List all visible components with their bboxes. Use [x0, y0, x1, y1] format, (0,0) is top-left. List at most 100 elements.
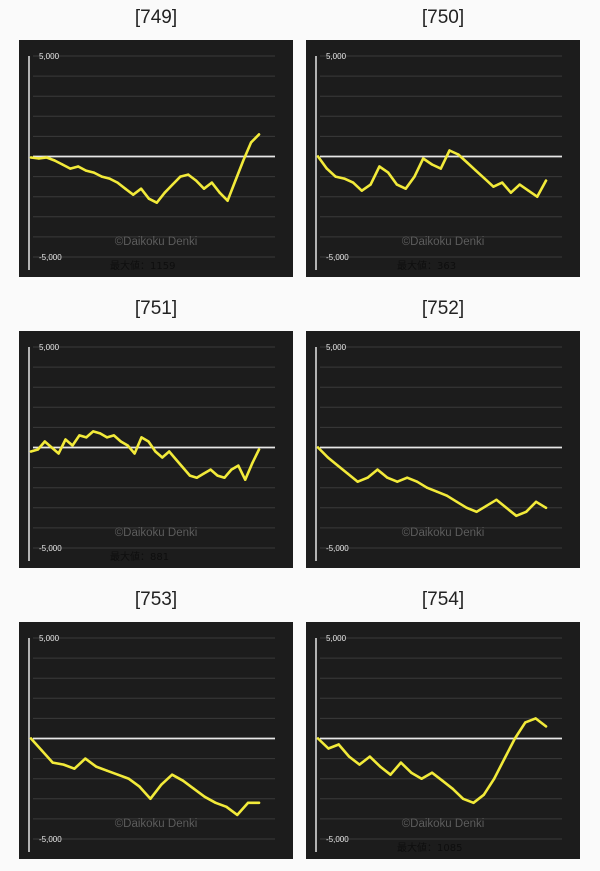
series-point [149, 797, 152, 800]
series-point [482, 793, 485, 796]
series-line [29, 737, 261, 817]
series-point [356, 480, 359, 483]
series-point [71, 444, 74, 447]
series-point [389, 773, 392, 776]
series-point [347, 755, 351, 758]
series-point [85, 436, 88, 439]
series-point [534, 500, 538, 503]
series-point [461, 797, 465, 800]
series-point [100, 175, 104, 178]
series-point [448, 149, 451, 152]
series-point [195, 476, 198, 479]
series-point [210, 181, 213, 184]
series-point [474, 169, 477, 172]
chart-title: [753] [134, 589, 178, 610]
series-point [439, 167, 442, 170]
series-point [369, 183, 372, 186]
watermark-text: ©Daikoku Denki [402, 236, 485, 248]
series-point [161, 456, 164, 459]
series-point [225, 805, 228, 808]
series-point [249, 141, 253, 144]
series-point [413, 175, 416, 178]
series-point [94, 765, 98, 768]
series-point [505, 506, 508, 509]
y-tick-label: -5,000 [326, 544, 349, 553]
series-line [29, 430, 261, 481]
series-point [234, 179, 237, 182]
watermark-text: ©Daikoku Denki [115, 236, 198, 248]
chart-title: [754] [421, 589, 465, 610]
max-value-label: 最大値：881 [110, 550, 169, 563]
series-line [316, 446, 548, 518]
chart-svg: 5,000 -5,000 ©Daikoku Denki [315, 343, 562, 561]
series-point [395, 183, 399, 186]
series-point [430, 163, 434, 166]
series-point [174, 458, 178, 461]
series-point [147, 440, 150, 443]
series-point [336, 464, 339, 467]
chart-title: [749] [134, 7, 178, 28]
y-tick-label: 5,000 [39, 343, 60, 352]
max-value-label: 最大値：363 [397, 259, 456, 272]
series-point [62, 763, 65, 766]
series-point [187, 173, 190, 176]
series-point [108, 177, 111, 180]
series-point [410, 771, 413, 774]
series-point [154, 450, 157, 453]
series-point [237, 464, 240, 467]
series-point [92, 430, 95, 433]
series-point [181, 466, 185, 469]
chart-plot-area: 5,000 -5,000 ©Daikoku Denki 最大値：881 [19, 331, 293, 568]
series-point [138, 785, 141, 788]
series-point [544, 725, 548, 728]
series-point [45, 156, 48, 159]
series-point [98, 432, 102, 435]
series-point [194, 179, 198, 182]
series-point [544, 506, 548, 509]
series-point [534, 717, 537, 720]
series-point [430, 771, 434, 774]
max-value-label: 最大値：1085 [397, 841, 462, 854]
series-point [139, 187, 143, 190]
series-point [327, 747, 330, 750]
series-point [445, 494, 449, 497]
series-point [378, 165, 381, 168]
series-point [387, 171, 390, 174]
series-point [441, 779, 444, 782]
series-point [43, 440, 46, 443]
series-point [257, 801, 261, 804]
series-point [64, 438, 67, 441]
chart-title: [751] [134, 298, 178, 319]
series-point [124, 187, 127, 190]
series-point [50, 446, 53, 449]
series-point [351, 181, 355, 184]
series-point [366, 476, 369, 479]
watermark-text: ©Daikoku Denki [115, 527, 198, 539]
chart-plot-area: 5,000 -5,000 ©Daikoku Denki [19, 622, 293, 859]
y-tick-label: 5,000 [39, 634, 60, 643]
series-point [84, 169, 88, 172]
series-point [334, 175, 337, 178]
series-line [316, 717, 548, 805]
chart-svg: 5,000 -5,000 ©Daikoku Denki 最大値：1159 [28, 52, 275, 272]
series-point [181, 779, 185, 782]
series-point [242, 159, 245, 162]
series-point [451, 787, 454, 790]
series-point [509, 191, 513, 194]
series-point [472, 801, 475, 804]
series-point [188, 474, 192, 477]
series-point [337, 743, 340, 746]
series-point [513, 737, 517, 740]
series-point [202, 187, 206, 190]
series-point [492, 185, 495, 188]
series-point [29, 450, 33, 453]
series-point [69, 167, 72, 170]
series-point [343, 177, 346, 180]
series-point [202, 472, 205, 475]
chart-svg: 5,000 -5,000 ©Daikoku Denki 最大値：1085 [315, 634, 562, 854]
series-point [218, 191, 221, 194]
series-point [246, 801, 250, 804]
series-point [485, 504, 488, 507]
series-point [140, 436, 143, 439]
series-point [515, 514, 518, 517]
